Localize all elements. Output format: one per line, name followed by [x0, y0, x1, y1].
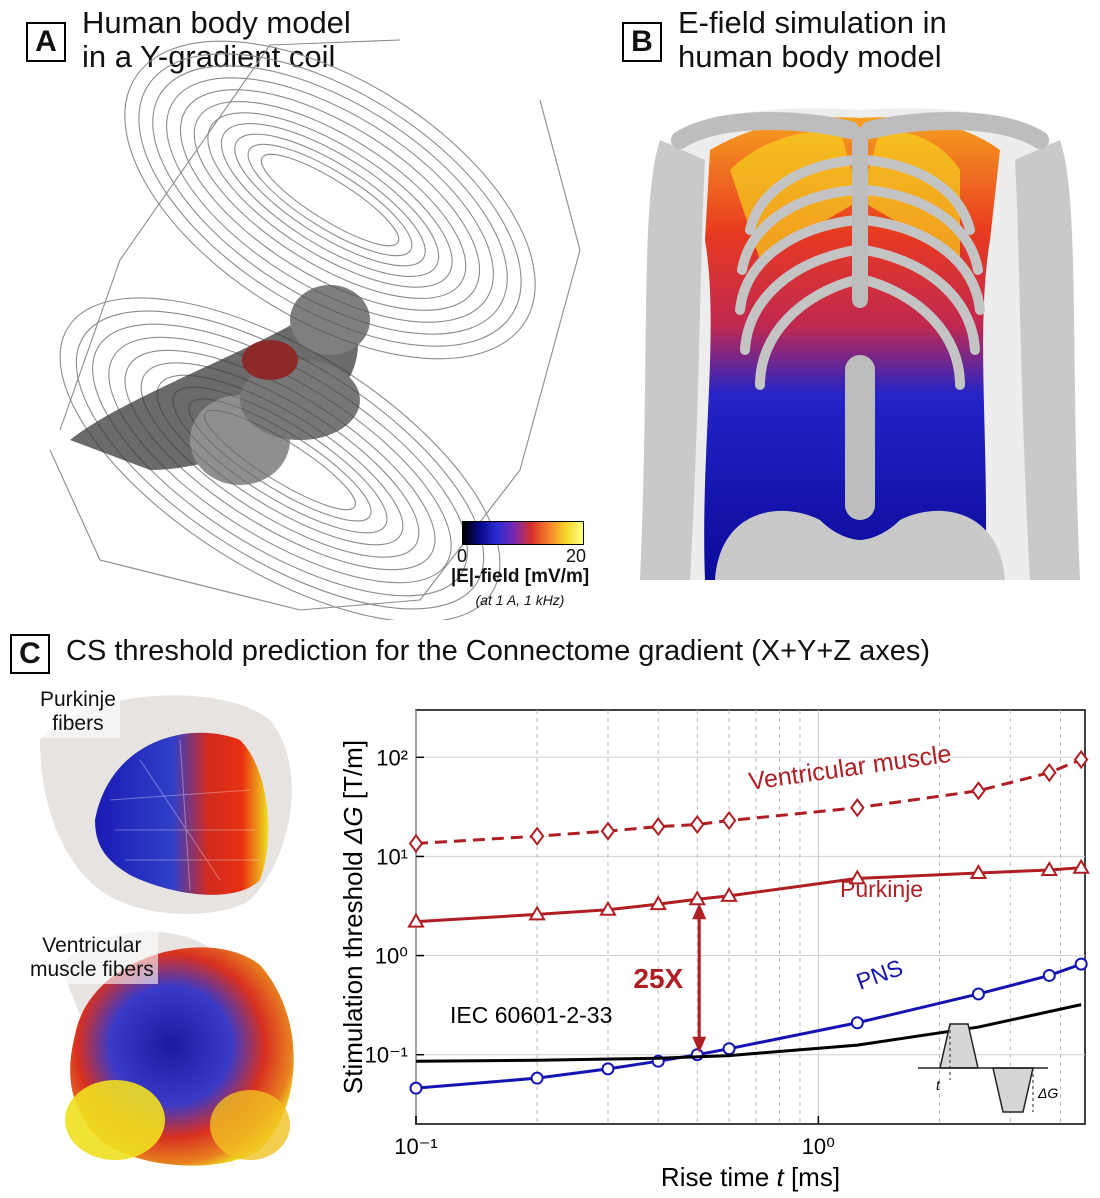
y-tick-label: 10⁻¹: [365, 1043, 408, 1068]
data-point-pns: [1074, 957, 1088, 971]
annotation-label: 25X: [633, 963, 683, 994]
ventricular-label-line1: Ventricular: [42, 934, 142, 957]
data-point-ventricular-muscle: [850, 798, 865, 818]
data-point-purkinje: [649, 895, 667, 911]
y-axis-label: Stimulation threshold ΔG [T/m]: [338, 740, 368, 1094]
purkinje-heart-illustration: [40, 695, 292, 914]
data-point-pns: [530, 1071, 544, 1085]
series-label-purkinje: Purkinje: [840, 876, 923, 902]
series-line-pns: [415, 962, 1082, 1090]
data-point-pns: [690, 1048, 704, 1062]
waveform-dg-label: ΔG: [1037, 1085, 1058, 1101]
y-tick-label: 10²: [376, 745, 408, 770]
annotation-arrow-head-top: [692, 903, 707, 920]
series-line-ventricular-muscle: [415, 758, 1082, 846]
body-model: [70, 285, 370, 485]
efield-body-illustration: [640, 108, 1080, 581]
data-point-pns: [722, 1042, 736, 1056]
coil-body-illustration: [49, 39, 581, 620]
purkinje-label-line1: Purkinje: [40, 688, 116, 711]
annotation-arrow-head-bottom: [692, 1036, 707, 1053]
purkinje-label-line2: fibers: [52, 712, 104, 735]
data-point-ventricular-muscle: [408, 833, 424, 854]
data-point-ventricular-muscle: [1042, 762, 1057, 783]
data-point-ventricular-muscle: [971, 781, 986, 801]
data-point-pns: [601, 1062, 615, 1076]
series-line-iec-60601-2-33: [415, 1003, 1082, 1063]
data-point-ventricular-muscle: [650, 816, 666, 837]
purkinje-label: Purkinje fibers: [36, 686, 120, 738]
waveform-t-label: t: [936, 1077, 941, 1093]
colorbar: [462, 521, 584, 545]
data-point-pns: [409, 1081, 423, 1095]
series-label-iec-60601-2-33: IEC 60601-2-33: [450, 1002, 612, 1028]
data-point-ventricular-muscle: [600, 821, 616, 841]
data-point-purkinje: [407, 912, 425, 928]
panel-a-title-line2: in a Y-gradient coil: [82, 39, 336, 74]
panel-b-title-line1: E-field simulation in: [678, 5, 947, 40]
panel-b-letter: B: [622, 22, 662, 62]
data-point-ventricular-muscle: [529, 826, 545, 846]
data-point-purkinje: [969, 864, 988, 880]
panel-a-title: Human body model in a Y-gradient coil: [82, 6, 351, 74]
data-point-purkinje: [688, 890, 706, 906]
data-point-ventricular-muscle: [721, 810, 737, 831]
x-axis-label: Rise time t [ms]: [661, 1162, 840, 1192]
panel-c-title: CS threshold prediction for the Connecto…: [66, 635, 931, 667]
ventricular-label: Ventricular muscle fibers: [26, 932, 158, 984]
x-tick-label: 10⁻¹: [394, 1134, 437, 1159]
data-point-purkinje: [599, 900, 617, 916]
y-tick-label: 10¹: [376, 844, 408, 869]
data-point-purkinje: [528, 905, 546, 921]
data-point-pns: [1042, 968, 1056, 982]
panel-b-title-line2: human body model: [678, 39, 942, 74]
colorbar-title: |E|-field [mV/m]: [450, 566, 590, 587]
series-line-purkinje: [415, 866, 1082, 924]
panel-a-letter: A: [26, 22, 66, 62]
panel-b-title: E-field simulation in human body model: [678, 6, 947, 74]
data-point-purkinje: [848, 869, 867, 885]
colorbar-subtitle: (at 1 A, 1 kHz): [475, 592, 565, 608]
y-tick-label: 10⁰: [375, 944, 408, 969]
data-point-pns: [850, 1016, 864, 1030]
x-tick-label: 10⁰: [802, 1134, 835, 1159]
panel-c-letter: C: [10, 634, 50, 674]
data-point-ventricular-muscle: [689, 814, 705, 835]
data-point-ventricular-muscle: [1073, 749, 1089, 770]
data-point-purkinje: [1040, 861, 1059, 876]
heart-model: [242, 340, 298, 380]
data-point-purkinje: [1072, 858, 1090, 874]
ventricular-label-line2: muscle fibers: [30, 958, 154, 981]
data-point-pns: [971, 987, 985, 1001]
data-point-purkinje: [720, 886, 738, 902]
colorbar-max: 20: [565, 546, 587, 566]
colorbar-min: 0: [456, 546, 467, 566]
panel-a-title-line1: Human body model: [82, 5, 351, 40]
